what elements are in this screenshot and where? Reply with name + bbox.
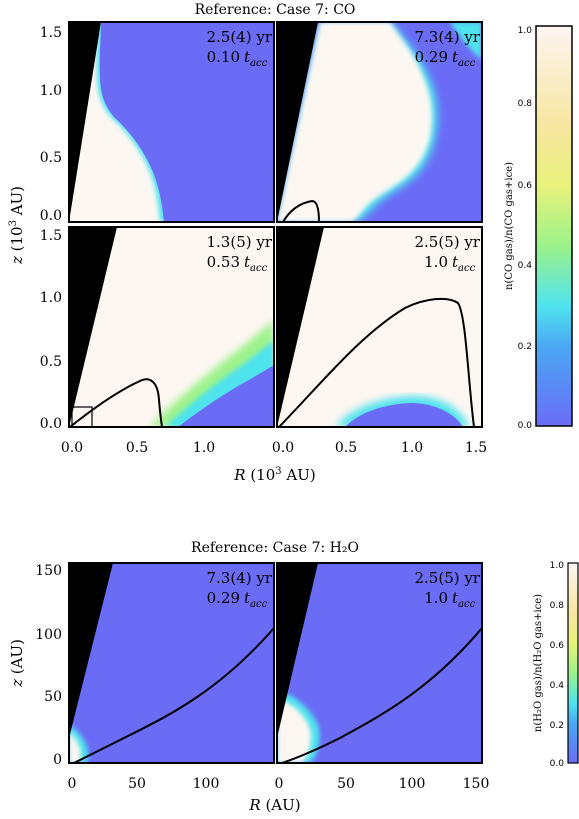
x-ticks-co: 0.0 0.5 1.0 0.0 0.5 1.0 1.5 [61,440,487,456]
xtick-h2o-l-1: 50 [128,776,146,792]
xtick-co-r-2: 1.0 [401,440,423,456]
panel-co-1-tacc-unit: tacc [244,48,268,69]
xtick-h2o-l-0: 0 [68,776,77,792]
ytick-co-top-0: 0.0 [40,208,62,224]
ytick-co-top-3: 1.5 [40,25,62,41]
chart-title-h2o: Reference: Case 7: H₂O [191,540,359,556]
panel-h2o-2-frame [276,562,483,764]
ytick-h2o-3: 150 [35,563,62,579]
xtick-co-r-0: 0.0 [272,440,294,456]
panel-co-3-tacc: 0.53 [207,253,240,271]
ytick-co-bot-0: 0.0 [40,416,62,432]
ytick-co-bot-2: 1.0 [40,290,62,306]
x-axis-label-co: R (103 AU) [233,466,316,484]
panel-h2o-2 [277,563,482,763]
colorbar-label-co: n(CO gas)/n(CO gas+ice) [504,162,515,290]
y-ticks-h2o: 150 100 50 0 [35,563,62,768]
xtick-h2o-r-1: 50 [337,776,355,792]
panel-h2o-1 [69,563,274,763]
panel-co-4 [277,227,482,427]
xtick-co-l-0: 0.0 [61,440,83,456]
x-axis-label-h2o: R (AU) [248,796,300,814]
cb-h2o-tick-4: 0.8 [550,601,565,611]
cb-h2o-tick-1: 0.2 [550,721,564,731]
panel-co-2-time: 7.3(4) yr [414,28,480,46]
chart-title-co: Reference: Case 7: CO [195,2,356,18]
panel-co-4-frame [276,226,483,428]
ytick-h2o-1: 50 [44,689,62,705]
cb-co-tick-0: 0.0 [518,421,533,431]
panel-co-1 [69,22,274,222]
colorbar-co: 1.0 0.8 0.6 0.4 0.2 0.0 n(CO gas)/n(CO g… [504,25,573,431]
ytick-co-bot-1: 0.5 [40,354,62,370]
panel-co-1-frame [68,21,275,223]
ytick-co-bot-3: 1.5 [40,228,62,244]
panel-co-2-tacc: 0.29 [415,48,448,66]
panel-h2o-2-tacc: 1.0 [424,589,448,607]
ytick-co-top-1: 0.5 [40,150,62,166]
colorbar-h2o: 1.0 0.8 0.6 0.4 0.2 0.0 n(H₂O gas)/n(H₂O… [533,561,579,769]
cb-h2o-tick-3: 0.6 [550,641,565,651]
panel-h2o-1-tacc: 0.29 [207,589,240,607]
ytick-h2o-2: 100 [35,627,62,643]
panel-co-4-time: 2.5(5) yr [414,233,480,251]
xtick-co-r-1: 0.5 [335,440,357,456]
xtick-co-l-1: 0.5 [126,440,148,456]
cb-co-tick-2: 0.4 [518,261,533,271]
ytick-co-top-2: 1.0 [40,83,62,99]
y-axis-label-co: z (103 AU) [8,186,26,265]
xtick-h2o-r-3: 150 [463,776,490,792]
xtick-h2o-l-2: 100 [193,776,220,792]
ytick-h2o-0: 0 [53,752,62,768]
cb-co-tick-1: 0.2 [518,342,532,352]
panel-co-4-tacc: 1.0 [424,253,448,271]
panel-labels-co: 2.5(4) yr 0.10 tacc 7.3(4) yr 0.29 tacc … [206,28,480,274]
panel-co-3-tacc-unit: tacc [244,253,268,274]
panel-co-1-tacc: 0.10 [207,48,240,66]
panel-co-4-tacc-unit: tacc [452,253,476,274]
panel-co-1-time: 2.5(4) yr [206,28,272,46]
panel-h2o-1-tacc-unit: tacc [244,589,268,610]
panel-co-3-frame [68,226,275,428]
panel-h2o-1-frame [68,562,275,764]
cb-h2o-tick-5: 1.0 [550,561,565,571]
y-ticks-co: 1.5 1.0 0.5 0.0 1.5 1.0 0.5 0.0 [40,25,62,432]
x-ticks-h2o: 0 50 100 0 50 100 150 [68,776,490,792]
y-axis-label-h2o: z (AU) [8,639,26,688]
panel-h2o-1-time: 7.3(4) yr [206,569,272,587]
panel-labels-h2o: 7.3(4) yr 0.29 tacc 2.5(5) yr 1.0 tacc [206,569,480,610]
cb-co-tick-3: 0.6 [518,181,533,191]
xtick-co-r-3: 1.5 [465,440,487,456]
panel-co-2-frame [276,21,483,223]
xtick-h2o-r-0: 0 [275,776,284,792]
panel-co-3-time: 1.3(5) yr [206,233,272,251]
panel-h2o-2-time: 2.5(5) yr [414,569,480,587]
panel-co-3 [69,227,274,427]
cb-h2o-tick-2: 0.4 [550,681,565,691]
xtick-co-l-2: 1.0 [193,440,215,456]
xtick-h2o-r-2: 100 [399,776,426,792]
panel-co-2 [277,22,482,222]
cb-co-tick-4: 0.8 [518,99,533,109]
cb-h2o-tick-0: 0.0 [550,759,565,769]
panel-h2o-2-tacc-unit: tacc [452,589,476,610]
colorbar-label-h2o: n(H₂O gas)/n(H₂O gas+ice) [533,594,544,732]
cb-co-tick-5: 1.0 [518,26,533,36]
panel-co-2-tacc-unit: tacc [452,48,476,69]
